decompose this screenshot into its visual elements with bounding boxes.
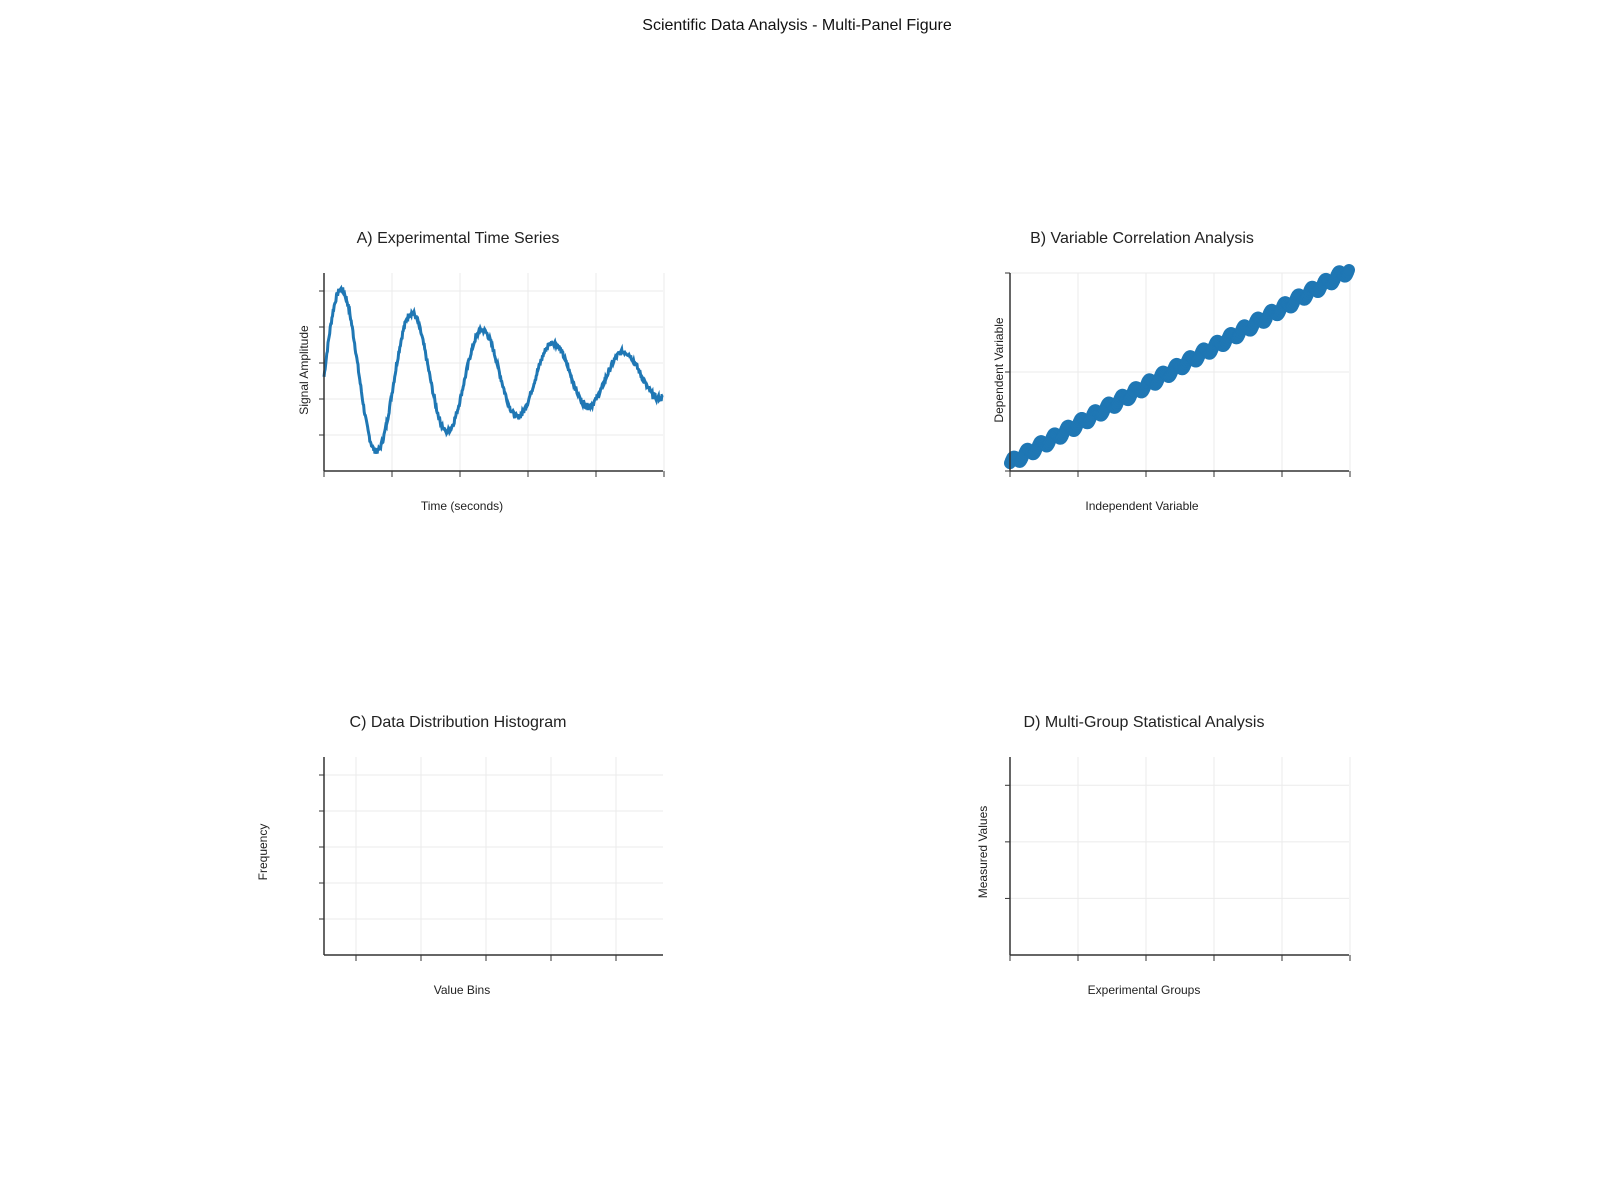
panel-d-x-axis-label: Experimental Groups [1088,983,1201,997]
panel-b-axes [1005,272,1351,477]
panel-a-series [322,284,664,455]
panel-a-x-axis-label: Time (seconds) [421,499,503,513]
panel-d: D) Multi-Group Statistical Analysis Expe… [976,714,1351,997]
panel-a-axes [319,273,665,477]
panel-b-series [1004,264,1355,470]
panel-c-axes [319,757,663,961]
panel-b-title: B) Variable Correlation Analysis [1030,230,1254,247]
panel-d-y-axis-label: Measured Values [976,806,990,899]
panel-d-title: D) Multi-Group Statistical Analysis [1024,714,1265,731]
panel-c-y-axis-label: Frequency [256,824,270,881]
signal-line [322,284,664,455]
panel-c-grid [324,757,663,955]
panel-b-y-axis-label: Dependent Variable [992,317,1006,423]
figure-title: Scientific Data Analysis - Multi-Panel F… [642,17,952,34]
scatter-point [1343,264,1355,276]
panel-c-title: C) Data Distribution Histogram [350,714,567,731]
panel-b-x-axis-label: Independent Variable [1085,499,1199,513]
panel-d-grid [1009,757,1351,955]
panel-a-grid [323,273,665,471]
panel-a: A) Experimental Time Series Time (second… [297,230,665,513]
panel-b: B) Variable Correlation Analysis Indepen… [992,230,1355,513]
panel-c: C) Data Distribution Histogram Value Bin… [256,714,663,997]
panel-a-title: A) Experimental Time Series [357,230,560,247]
panel-a-y-axis-label: Signal Amplitude [297,325,311,415]
panel-d-axes [1005,757,1351,961]
panel-c-x-axis-label: Value Bins [434,983,490,997]
